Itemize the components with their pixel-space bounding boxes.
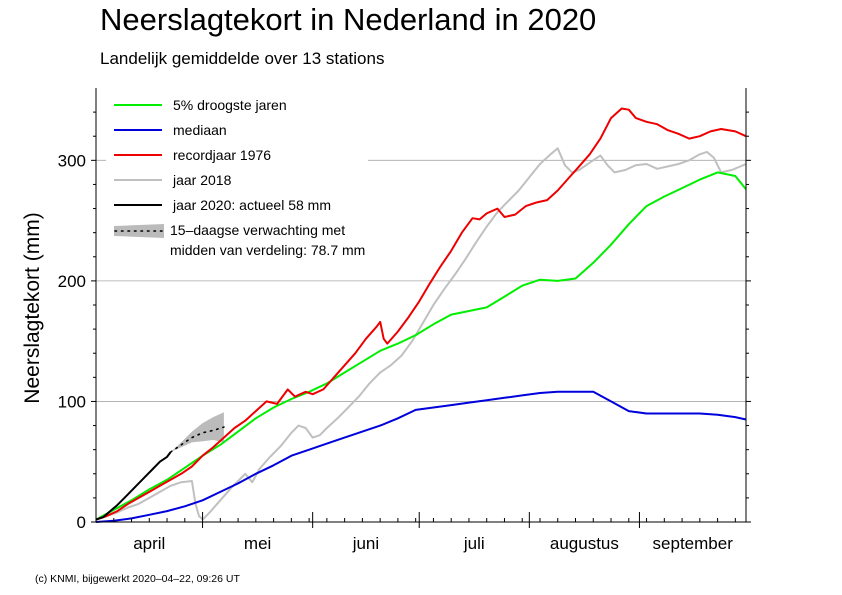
series-line-y2020 [95, 451, 172, 521]
month-label-april: april [133, 534, 165, 553]
y-tick-label: 300 [58, 151, 86, 170]
legend-swatch-forecast-band [114, 224, 164, 238]
month-label-augustus: augustus [550, 534, 619, 553]
credit-text: (c) KNMI, bijgewerkt 2020–04–22, 09:26 U… [35, 573, 240, 585]
y-axis-title: Neerslagtekort (mm) [21, 212, 44, 403]
legend: 5% droogste jaren mediaan recordjaar 1976 j… [106, 93, 368, 263]
legend-label-forecast-line2: midden van verdeling: 78.7 mm [170, 242, 365, 258]
chart-subtitle: Landelijk gemiddelde over 13 stations [100, 49, 384, 68]
legend-label-median: mediaan [173, 122, 227, 138]
month-label-september: september [653, 534, 734, 553]
series-layer [95, 107, 747, 523]
series-line-median [95, 390, 747, 523]
series-line-record1976 [95, 107, 747, 521]
legend-label-droog5: 5% droogste jaren [173, 97, 287, 113]
series-line-y2018 [95, 147, 747, 521]
axes: 0 100 200 300 april mei juni juli augustus septem… [58, 88, 751, 553]
legend-label-record1976: recordjaar 1976 [173, 147, 271, 163]
forecast-layer [169, 412, 225, 453]
month-label-juni: juni [352, 534, 379, 553]
legend-label-y2018: jaar 2018 [172, 172, 232, 188]
legend-label-forecast-line1: 15–daagse verwachting met [170, 222, 345, 238]
forecast-band [170, 412, 224, 453]
y-tick-label: 100 [58, 392, 86, 411]
y-tick-label: 0 [77, 513, 86, 532]
month-label-mei: mei [244, 534, 271, 553]
legend-label-y2020: jaar 2020: actueel 58 mm [172, 197, 331, 213]
y-tick-label: 200 [58, 272, 86, 291]
month-label-juli: juli [463, 534, 485, 553]
chart-title: Neerslagtekort in Nederland in 2020 [100, 2, 596, 37]
